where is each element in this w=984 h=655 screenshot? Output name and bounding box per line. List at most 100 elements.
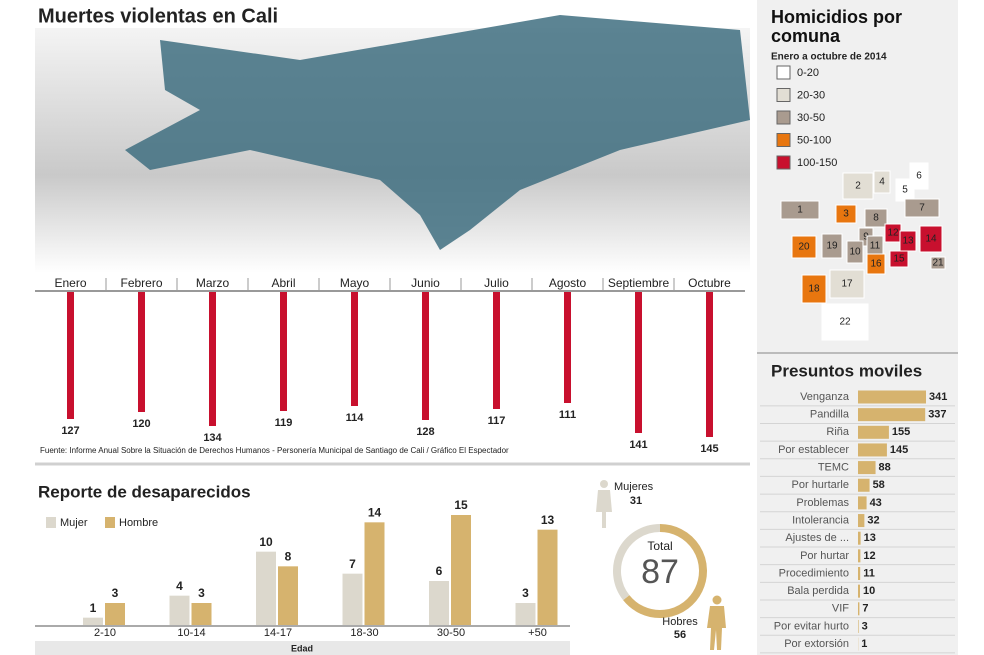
value-label: 14 bbox=[368, 506, 382, 520]
value-label: 120 bbox=[132, 418, 150, 430]
value-label: 3 bbox=[198, 586, 205, 600]
category-label: Ajustes de ... bbox=[785, 532, 849, 544]
value-label: 32 bbox=[867, 514, 879, 526]
comuna-label: 7 bbox=[919, 203, 925, 214]
value-label: 134 bbox=[203, 432, 222, 444]
category-label: Bala perdida bbox=[787, 585, 850, 597]
donut-arc bbox=[623, 524, 707, 618]
comuna-label: 20 bbox=[798, 242, 810, 253]
x-label-band bbox=[35, 641, 570, 655]
x-tick-label: 18-30 bbox=[350, 627, 378, 639]
category-label: TEMC bbox=[818, 462, 849, 474]
comuna-label: 12 bbox=[887, 228, 899, 239]
value-label: 8 bbox=[285, 550, 292, 564]
month-label: Octubre bbox=[688, 276, 731, 290]
legend-label: Mujer bbox=[60, 517, 88, 529]
comuna-label: 6 bbox=[916, 171, 922, 182]
value-label: 141 bbox=[629, 439, 647, 451]
comuna-label: 17 bbox=[841, 279, 853, 290]
bar bbox=[635, 292, 642, 433]
category-label: VIF bbox=[832, 603, 849, 615]
bar bbox=[138, 292, 145, 412]
value-label: 117 bbox=[488, 415, 506, 427]
value-label: 10 bbox=[863, 585, 875, 597]
legend-label: 100-150 bbox=[797, 157, 837, 169]
x-tick-label: 10-14 bbox=[177, 627, 205, 639]
slice-value: 56 bbox=[674, 629, 686, 641]
map-subtitle: Enero a octubre de 2014 bbox=[771, 52, 887, 63]
comuna-label: 16 bbox=[870, 259, 882, 270]
motives-title: Presuntos moviles bbox=[771, 361, 922, 380]
x-tick-label: 14-17 bbox=[264, 627, 292, 639]
value-label: 341 bbox=[929, 391, 947, 403]
value-label: 6 bbox=[436, 564, 443, 578]
legend-swatch bbox=[105, 517, 115, 528]
comuna bbox=[866, 253, 886, 275]
comuna bbox=[821, 233, 843, 259]
month-label: Enero bbox=[54, 276, 86, 290]
category-label: Venganza bbox=[800, 391, 850, 403]
comuna-label: 1 bbox=[797, 205, 803, 216]
category-label: Por hurtarle bbox=[792, 479, 849, 491]
bar bbox=[537, 529, 558, 625]
comuna bbox=[842, 172, 874, 200]
value-label: 3 bbox=[112, 586, 119, 600]
bar bbox=[858, 390, 926, 404]
bar bbox=[351, 292, 358, 406]
month-label: Julio bbox=[484, 276, 509, 290]
bar bbox=[858, 514, 865, 528]
comuna bbox=[873, 170, 891, 194]
comuna bbox=[930, 256, 946, 270]
bar bbox=[858, 549, 861, 563]
x-axis-label: Edad bbox=[291, 643, 313, 653]
comuna bbox=[846, 240, 864, 264]
category-label: Por extorsión bbox=[784, 638, 849, 650]
bar bbox=[191, 603, 212, 625]
comuna-label: 2 bbox=[855, 181, 861, 192]
comuna-label: 8 bbox=[873, 213, 879, 224]
bar bbox=[858, 443, 887, 457]
value-label: 145 bbox=[700, 443, 718, 455]
comuna-label: 13 bbox=[902, 236, 914, 247]
value-label: 337 bbox=[928, 409, 946, 421]
legend-swatch bbox=[776, 65, 791, 80]
main-title: Muertes violentas en Cali bbox=[38, 5, 278, 27]
comuna-label: 11 bbox=[870, 241, 881, 252]
legend-swatch bbox=[776, 155, 791, 170]
legend-label: 0-20 bbox=[797, 67, 819, 79]
comuna bbox=[864, 208, 888, 228]
bar bbox=[256, 551, 276, 625]
comuna bbox=[904, 198, 940, 218]
bar bbox=[83, 617, 103, 625]
comuna-label: 4 bbox=[879, 177, 885, 188]
category-label: Por establecer bbox=[778, 444, 849, 456]
bar bbox=[451, 515, 471, 625]
x-tick-label: 2-10 bbox=[94, 627, 116, 639]
value-label: 13 bbox=[541, 513, 555, 527]
category-label: Pandilla bbox=[810, 409, 850, 421]
comuna bbox=[780, 200, 820, 220]
comuna-label: 14 bbox=[925, 234, 937, 245]
bar bbox=[706, 292, 713, 437]
missing-title: Reporte de desaparecidos bbox=[38, 482, 251, 501]
value-label: 4 bbox=[176, 579, 183, 593]
legend-swatch bbox=[46, 517, 56, 528]
bar bbox=[858, 531, 861, 545]
month-label: Marzo bbox=[196, 276, 230, 290]
category-label: Por hurtar bbox=[800, 550, 849, 562]
legend-label: 20-30 bbox=[797, 89, 825, 101]
value-label: 3 bbox=[862, 620, 868, 632]
bar bbox=[67, 292, 74, 419]
value-label: 43 bbox=[870, 497, 882, 509]
value-label: 155 bbox=[892, 426, 910, 438]
bar bbox=[515, 603, 536, 625]
x-tick-label: +50 bbox=[528, 627, 547, 639]
comuna bbox=[909, 162, 929, 190]
bar bbox=[209, 292, 216, 426]
comuna bbox=[829, 269, 865, 299]
value-label: 128 bbox=[416, 426, 434, 438]
category-label: Procedimiento bbox=[779, 567, 849, 579]
bar bbox=[105, 603, 125, 625]
category-label: Por evitar hurto bbox=[774, 620, 849, 632]
bar bbox=[858, 584, 860, 598]
